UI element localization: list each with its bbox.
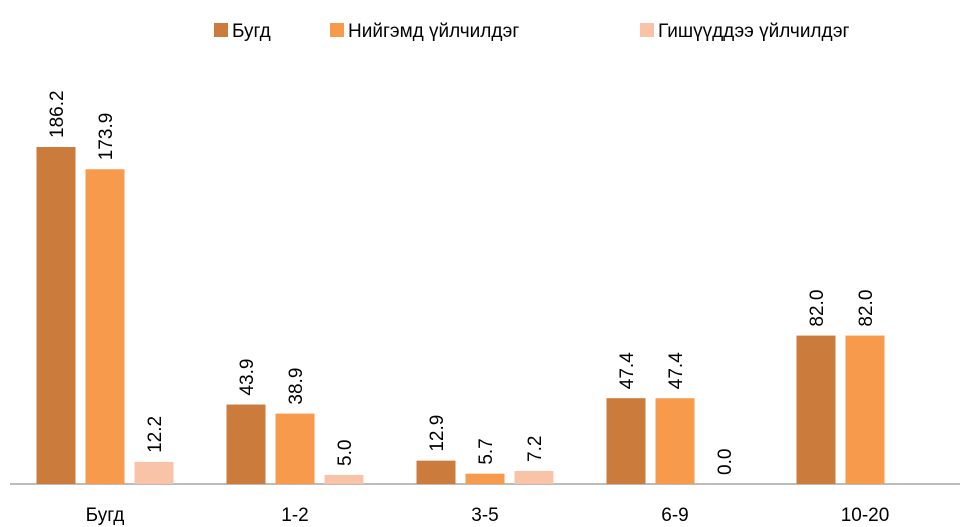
- bar: [324, 474, 364, 484]
- legend-swatch: [214, 23, 228, 37]
- value-label: 47.4: [666, 352, 687, 389]
- value-label: 5.0: [335, 440, 356, 466]
- x-tick-label: 10-20: [841, 505, 890, 526]
- value-label: 186.2: [47, 90, 68, 138]
- legend-label: Бугд: [232, 21, 271, 42]
- bar: [655, 398, 695, 484]
- value-label: 173.9: [96, 113, 117, 161]
- x-tick-label: 3-5: [471, 505, 498, 526]
- bar: [606, 398, 646, 484]
- legend-label: Гишүүддээ үйлчилдэг: [658, 21, 850, 42]
- value-label: 82.0: [807, 290, 828, 327]
- bar: [134, 461, 174, 484]
- value-label: 82.0: [856, 290, 877, 327]
- bar: [465, 473, 505, 484]
- bar: [845, 335, 885, 484]
- bar: [796, 335, 836, 484]
- bar: [226, 404, 266, 484]
- value-label: 43.9: [237, 359, 258, 396]
- bar: [514, 470, 554, 484]
- bar: [416, 460, 456, 484]
- legend-label: Нийгэмд үйлчилдэг: [348, 21, 519, 42]
- bar: [275, 413, 315, 484]
- bar: [36, 147, 76, 484]
- value-label: 12.2: [145, 416, 166, 453]
- bar: [85, 169, 125, 485]
- legend-swatch: [640, 23, 654, 37]
- legend-swatch: [330, 23, 344, 37]
- x-tick-label: 6-9: [661, 505, 688, 526]
- value-label: 5.7: [476, 438, 497, 464]
- value-label: 47.4: [617, 352, 638, 389]
- x-tick-label: Бугд: [86, 505, 125, 526]
- x-tick-label: 1-2: [281, 505, 308, 526]
- value-label: 7.2: [525, 436, 546, 462]
- value-label: 0.0: [715, 449, 736, 475]
- value-label: 38.9: [286, 368, 307, 405]
- value-label: 12.9: [427, 415, 448, 452]
